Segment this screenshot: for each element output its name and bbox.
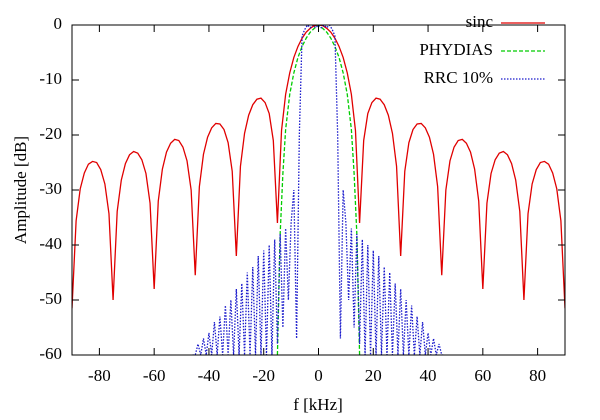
x-tick-label: 0 — [314, 366, 323, 385]
x-tick-label: 60 — [474, 366, 491, 385]
legend-label: sinc — [466, 12, 494, 31]
series-line — [72, 25, 565, 309]
x-axis-label: f [kHz] — [293, 395, 343, 414]
x-tick-label: -60 — [143, 366, 166, 385]
x-tick-label: 80 — [529, 366, 546, 385]
y-tick-label: -10 — [39, 69, 62, 88]
x-tick-label: -20 — [252, 366, 275, 385]
y-tick-label: -60 — [39, 344, 62, 363]
series-line — [192, 25, 445, 355]
y-tick-label: -20 — [39, 124, 62, 143]
y-axis-label: Amplitude [dB] — [11, 136, 30, 244]
x-tick-label: 40 — [420, 366, 437, 385]
y-tick-label: -40 — [39, 234, 62, 253]
plot-area — [72, 25, 565, 355]
y-tick-label: -50 — [39, 289, 62, 308]
series-line — [276, 25, 361, 355]
x-tick-label: -80 — [88, 366, 111, 385]
y-tick-label: 0 — [54, 14, 63, 33]
legend-label: RRC 10% — [424, 68, 493, 87]
y-tick-label: -30 — [39, 179, 62, 198]
x-tick-label: -40 — [198, 366, 221, 385]
x-tick-label: 20 — [365, 366, 382, 385]
legend-label: PHYDIAS — [419, 40, 493, 59]
